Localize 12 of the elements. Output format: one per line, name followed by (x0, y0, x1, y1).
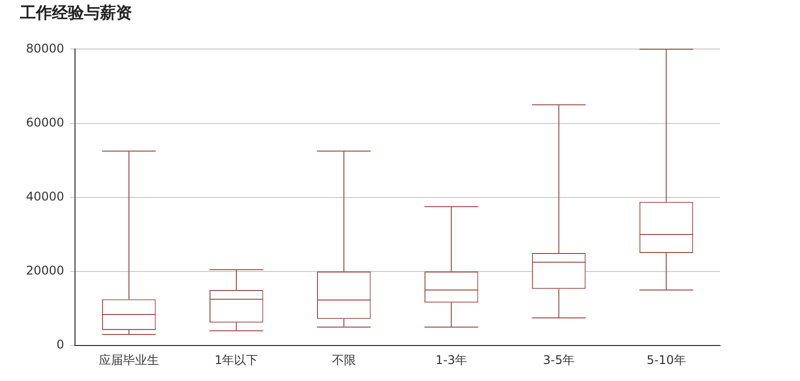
x-tick-label: 不限 (332, 352, 356, 367)
x-tick-label: 应届毕业生 (98, 352, 159, 367)
x-tick-label: 5-10年 (646, 352, 686, 367)
x-tick-label: 1-3年 (436, 352, 468, 367)
y-tick-label: 0 (56, 338, 64, 352)
chart-title: 工作经验与薪资 (19, 2, 132, 22)
y-tick-label: 80000 (26, 41, 64, 56)
y-tick-label: 40000 (26, 190, 64, 204)
y-tick-label: 20000 (26, 264, 64, 278)
x-tick-label: 3-5年 (542, 352, 575, 367)
y-tick-label: 60000 (26, 115, 64, 130)
x-tick-label: 1年以下 (214, 352, 258, 367)
